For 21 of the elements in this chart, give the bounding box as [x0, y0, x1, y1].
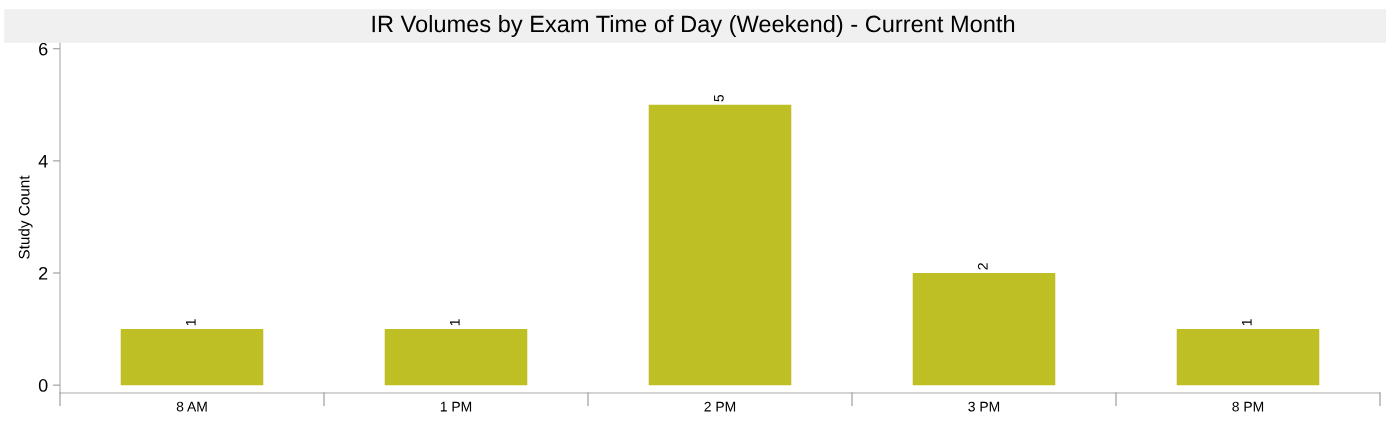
x-tick-label: 2 PM — [704, 401, 736, 412]
chart-title: IR Volumes by Exam Time of Day (Weekend) - Current Month — [372, 15, 1015, 37]
y-tick-label: 6 — [39, 42, 48, 56]
data-label: 1 — [450, 319, 460, 326]
data-label: 5 — [714, 94, 724, 102]
data-label: 2 — [977, 263, 988, 270]
data-label: 1 — [1242, 319, 1252, 326]
x-tick-label: 8 PM — [1232, 401, 1264, 412]
y-tick-label: 0 — [38, 379, 48, 392]
x-tick-label: 3 PM — [968, 401, 1000, 412]
x-tick-label: 8 AM — [176, 401, 207, 412]
bar — [1176, 329, 1320, 386]
bar — [648, 104, 792, 386]
y-tick-label: 2 — [39, 266, 48, 280]
data-label: 1 — [186, 319, 196, 326]
x-tick-label: 1 PM — [440, 401, 472, 412]
bar — [120, 329, 264, 386]
y-axis-title: Study Count — [18, 175, 33, 259]
y-tick-label: 4 — [38, 154, 48, 168]
bar — [912, 273, 1056, 386]
bar — [384, 329, 528, 386]
